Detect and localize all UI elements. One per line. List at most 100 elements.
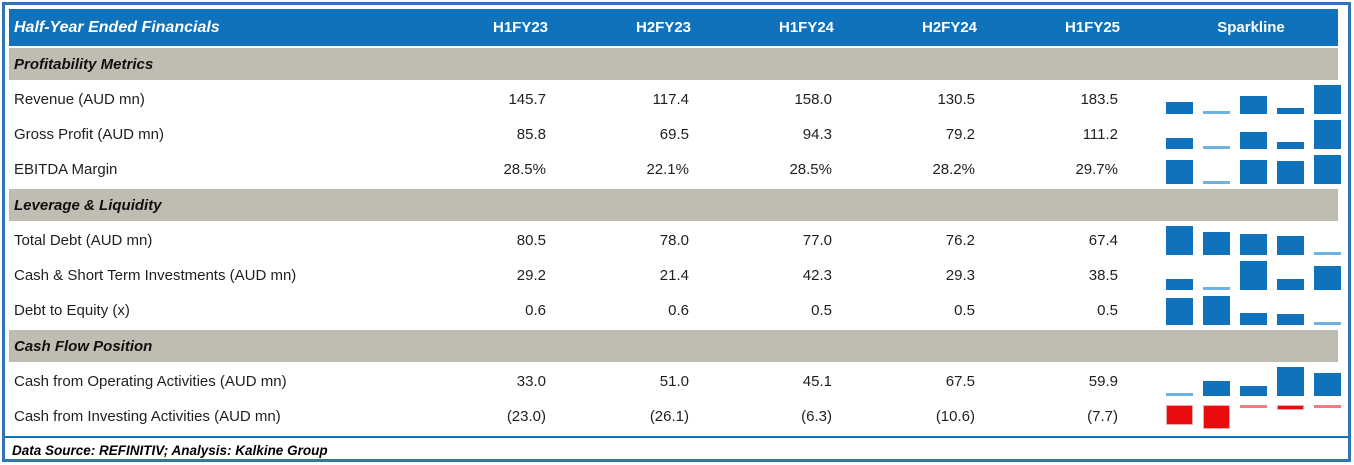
sparkline-bar	[1314, 252, 1341, 255]
sparkline-bar	[1166, 298, 1193, 325]
column-header-h1fy25: H1FY25	[1064, 19, 1121, 36]
table-title: Half-Year Ended Financials	[14, 18, 220, 36]
table-header-row: Half-Year Ended Financials H1FY23 H2FY23…	[9, 9, 1338, 46]
sparkline-bar	[1203, 181, 1230, 184]
metric-label: Cash & Short Term Investments (AUD mn)	[14, 267, 297, 284]
sparkline-bar	[1166, 226, 1193, 255]
metric-label: Revenue (AUD mn)	[14, 91, 145, 108]
sparkline	[1164, 154, 1343, 187]
table-row: Revenue (AUD mn) 145.7 117.4 158.0 130.5…	[9, 82, 1341, 117]
sparkline-bar	[1203, 405, 1230, 429]
metric-label: Gross Profit (AUD mn)	[14, 126, 165, 143]
metric-value: (23.0)	[506, 408, 546, 425]
metric-value: 29.2	[516, 267, 546, 284]
section-header: Profitability Metrics	[9, 48, 1338, 80]
sparkline	[1164, 84, 1343, 117]
metric-value: 67.5	[945, 373, 975, 390]
metric-value: 0.5	[811, 302, 832, 319]
metric-value: 0.5	[954, 302, 975, 319]
sparkline-bar	[1314, 120, 1341, 149]
sparkline-bar	[1314, 373, 1341, 396]
footer-divider	[5, 436, 1348, 438]
metric-value: 69.5	[659, 126, 689, 143]
metric-value: 183.5	[1080, 91, 1118, 108]
metric-value: 51.0	[659, 373, 689, 390]
metric-value: 28.5%	[503, 161, 546, 178]
table-body: Profitability Metrics Revenue (AUD mn) 1…	[9, 48, 1343, 434]
metric-value: 42.3	[802, 267, 832, 284]
sparkline	[1164, 260, 1343, 293]
metric-value: 45.1	[802, 373, 832, 390]
sparkline-bar	[1203, 296, 1230, 325]
sparkline-bar	[1203, 381, 1230, 396]
sparkline-bar	[1240, 132, 1267, 149]
metric-value: 117.4	[652, 91, 689, 108]
sparkline-bar	[1314, 266, 1341, 290]
sparkline-bar	[1277, 367, 1304, 396]
metric-label: Total Debt (AUD mn)	[14, 232, 153, 249]
section-label: Leverage & Liquidity	[14, 196, 162, 214]
section-label: Cash Flow Position	[14, 337, 153, 355]
metric-value: 21.4	[659, 267, 689, 284]
metric-value: 28.5%	[789, 161, 832, 178]
section-header: Leverage & Liquidity	[9, 189, 1338, 221]
sparkline-bar	[1277, 161, 1304, 184]
sparkline-bar	[1166, 160, 1193, 184]
sparkline-bar	[1277, 142, 1304, 149]
metric-value: 158.0	[794, 91, 832, 108]
metric-value: 67.4	[1088, 232, 1118, 249]
sparkline-bar	[1240, 261, 1267, 290]
metric-value: 78.0	[659, 232, 689, 249]
metric-value: 0.6	[668, 302, 689, 319]
metric-value: 0.5	[1097, 302, 1118, 319]
metric-value: 22.1%	[646, 161, 689, 178]
column-header-h1fy23: H1FY23	[492, 19, 549, 36]
sparkline-bar	[1203, 111, 1230, 114]
column-header-h2fy23: H2FY23	[635, 19, 692, 36]
sparkline-bar	[1277, 279, 1304, 290]
column-header-h1fy24: H1FY24	[778, 19, 835, 36]
table-row: Gross Profit (AUD mn) 85.8 69.5 94.3 79.…	[9, 117, 1341, 152]
sparkline-bar	[1240, 405, 1267, 408]
sparkline-bar	[1277, 108, 1304, 114]
metric-value: 76.2	[945, 232, 975, 249]
sparkline-bar	[1314, 155, 1341, 184]
column-header-h2fy24: H2FY24	[921, 19, 978, 36]
sparkline-bar	[1277, 405, 1304, 410]
table-row: Cash & Short Term Investments (AUD mn) 2…	[9, 258, 1341, 293]
data-source-note: Data Source: REFINITIV; Analysis: Kalkin…	[12, 442, 328, 458]
metric-value: 130.5	[937, 91, 975, 108]
metric-value: (10.6)	[935, 408, 975, 425]
metric-value: (7.7)	[1087, 408, 1118, 425]
table-row: EBITDA Margin 28.5% 22.1% 28.5% 28.2% 29…	[9, 152, 1341, 187]
sparkline-bar	[1314, 405, 1341, 408]
sparkline-bar	[1314, 85, 1341, 114]
metric-value: 80.5	[516, 232, 546, 249]
sparkline-bar	[1314, 322, 1341, 325]
metric-label: Cash from Investing Activities (AUD mn)	[14, 408, 281, 425]
sparkline-bar	[1277, 314, 1304, 325]
metric-value: (6.3)	[801, 408, 832, 425]
metric-value: 145.7	[508, 91, 546, 108]
metric-value: 38.5	[1088, 267, 1118, 284]
sparkline-bar	[1166, 405, 1193, 425]
sparkline	[1164, 366, 1343, 399]
section-header: Cash Flow Position	[9, 330, 1338, 362]
sparkline-bar	[1240, 386, 1267, 396]
table-row: Total Debt (AUD mn) 80.5 78.0 77.0 76.2 …	[9, 223, 1341, 258]
sparkline-bar	[1166, 279, 1193, 290]
metric-label: Debt to Equity (x)	[14, 302, 130, 319]
sparkline	[1164, 119, 1343, 152]
table-row: Debt to Equity (x) 0.6 0.6 0.5 0.5 0.5	[9, 293, 1341, 328]
sparkline-bar	[1166, 393, 1193, 396]
sparkline	[1164, 225, 1343, 258]
section-label: Profitability Metrics	[14, 55, 154, 73]
metric-value: 77.0	[802, 232, 832, 249]
metric-value: 85.8	[516, 126, 546, 143]
sparkline-bar	[1240, 234, 1267, 255]
sparkline-bar	[1240, 96, 1267, 114]
sparkline-bar	[1277, 236, 1304, 255]
table-row: Cash from Investing Activities (AUD mn) …	[9, 399, 1341, 434]
sparkline-bar	[1203, 146, 1230, 149]
